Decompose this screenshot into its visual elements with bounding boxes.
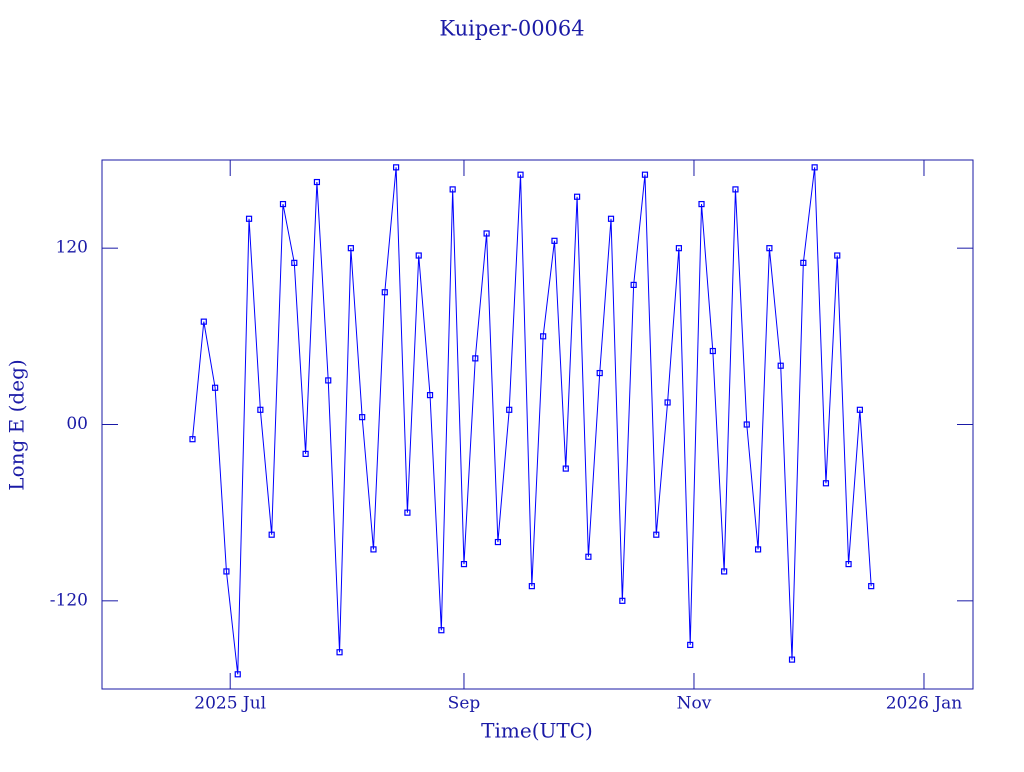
x-tick-label: 2026 Jan [886,694,963,714]
point-marker [449,186,456,193]
point-marker [709,347,716,355]
point-marker [393,164,400,171]
point-marker [336,649,343,656]
point-marker [426,392,434,399]
point-marker [822,480,830,487]
point-marker [562,465,569,472]
point-marker [721,568,728,575]
point-marker [370,546,377,553]
point-marker [359,414,366,421]
point-marker [868,583,875,590]
chart-title: Kuiper-00064 [439,17,584,41]
point-marker [415,252,422,259]
point-marker [438,627,445,634]
point-marker [856,406,863,413]
point-marker [381,289,388,296]
point-marker [257,406,264,413]
point-marker [494,538,502,546]
point-marker [788,656,796,663]
point-marker [234,671,241,678]
plot-frame [101,159,974,690]
point-marker [223,568,230,575]
point-marker [506,406,513,413]
point-marker [811,164,818,171]
point-marker [313,178,321,186]
point-marker [245,215,253,222]
point-marker [675,245,682,252]
point-marker [653,531,660,538]
point-marker [268,531,275,538]
point-marker [528,583,535,590]
point-marker [302,450,309,457]
y-tick-label: 120 [56,238,88,258]
point-marker [732,186,739,193]
point-marker [573,193,581,200]
point-marker [766,245,773,252]
point-marker [189,436,196,443]
point-marker [754,546,762,553]
point-marker [596,369,603,377]
point-marker [200,318,207,325]
x-axis-label: Time(UTC) [481,719,593,743]
point-marker [585,553,592,560]
x-tick-label: 2025 Jul [194,694,266,714]
point-marker [279,200,287,208]
y-tick-label: -120 [50,590,88,610]
series-line [191,167,872,675]
point-marker [404,509,411,516]
point-marker [664,399,671,406]
point-marker [483,230,490,237]
point-marker [212,384,219,391]
x-tick-label: Sep [448,694,481,714]
y-axis-label: Long E (deg) [5,359,29,490]
y-tick-label: 00 [66,414,88,434]
point-marker [517,171,524,178]
point-marker [472,355,479,362]
point-marker [347,245,354,252]
point-marker [291,259,298,266]
point-marker [687,641,694,649]
point-marker [551,237,558,244]
point-marker [641,171,649,178]
point-marker [460,560,468,568]
point-marker [540,333,547,340]
point-marker [834,252,841,259]
point-marker [698,200,705,208]
point-marker [607,215,615,222]
point-marker [619,597,626,604]
x-tick-label: Nov [677,694,712,714]
point-marker [800,259,807,266]
point-marker [845,560,852,568]
point-marker [777,362,784,369]
point-marker [630,281,637,289]
point-marker [325,377,332,384]
point-marker [743,421,750,428]
